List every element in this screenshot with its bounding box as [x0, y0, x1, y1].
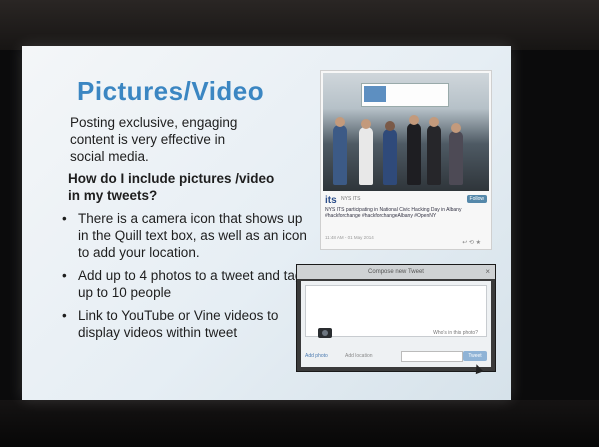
add-location-button[interactable]: Add location — [345, 353, 373, 359]
slide-title: Pictures/Video — [77, 76, 265, 106]
tweet-button[interactable]: Tweet — [463, 351, 487, 361]
projected-slide: Pictures/Video Posting exclusive, engagi… — [22, 46, 511, 400]
bullet-item: • Link to YouTube or Vine videos to disp… — [60, 307, 315, 341]
compose-title: Compose new Tweet — [368, 269, 424, 275]
tweet-text: NYS ITS participating in National Civic … — [325, 207, 462, 219]
person-figure — [449, 131, 463, 185]
room-ceiling — [0, 0, 599, 50]
slide-intro: Posting exclusive, engaging content is v… — [70, 115, 238, 164]
camera-icon[interactable] — [318, 328, 332, 338]
follow-button[interactable]: Follow — [466, 195, 487, 203]
person-head — [429, 117, 439, 127]
person-head — [361, 119, 371, 129]
bullet-text: Link to YouTube or Vine videos to displa… — [78, 308, 279, 340]
person-head — [335, 117, 345, 127]
tag-people-link[interactable]: Who's in this photo? — [433, 330, 478, 336]
compose-body: Who's in this photo? Add photo Add locat… — [301, 281, 491, 367]
room-floor — [0, 400, 599, 447]
bullet-text: There is a camera icon that shows up in … — [78, 211, 307, 260]
bullet-list: • There is a camera icon that shows up i… — [60, 210, 315, 347]
person-figure — [333, 125, 347, 185]
bullet-icon: • — [62, 268, 67, 283]
tweet-photo — [323, 73, 489, 191]
close-icon[interactable]: × — [485, 267, 490, 276]
banner-sign — [361, 83, 449, 107]
tweet-textbox[interactable]: Who's in this photo? — [305, 285, 487, 338]
bullet-item: • There is a camera icon that shows up i… — [60, 210, 315, 261]
person-head — [385, 121, 395, 131]
person-figure — [427, 125, 441, 185]
compose-toolbar: Add photo Add location Tweet — [305, 351, 487, 363]
bullet-icon: • — [62, 308, 67, 323]
add-photo-button[interactable]: Add photo — [305, 353, 328, 359]
tweet-actions[interactable]: ↩ ⟲ ★ — [462, 240, 481, 246]
person-head — [409, 115, 419, 125]
bullet-text: Add up to 4 photos to a tweet and tag up… — [78, 268, 303, 300]
its-logo: its — [325, 195, 337, 206]
tweet-card: its NYS ITS Follow NYS ITS participating… — [320, 70, 492, 250]
location-input[interactable] — [401, 351, 463, 362]
tweet-handle: NYS ITS — [341, 196, 361, 202]
compose-dialog: Compose new Tweet × Who's in this photo?… — [296, 264, 496, 372]
tweet-date: 11:48 AM - 01 May 2014 — [325, 235, 374, 240]
bullet-item: • Add up to 4 photos to a tweet and tag … — [60, 267, 315, 301]
person-figure — [383, 129, 397, 185]
person-head — [451, 123, 461, 133]
person-figure — [359, 127, 373, 185]
slide-question: How do I include pictures /video in my t… — [68, 171, 275, 203]
compose-header: Compose new Tweet × — [297, 265, 495, 279]
person-figure — [407, 123, 421, 185]
bullet-icon: • — [62, 211, 67, 226]
